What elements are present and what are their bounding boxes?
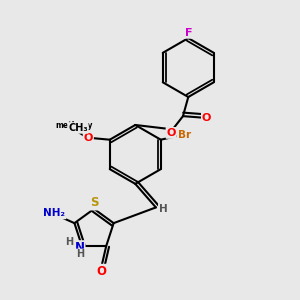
Text: H: H bbox=[159, 204, 168, 214]
Text: methoxy: methoxy bbox=[56, 121, 93, 130]
Text: H: H bbox=[76, 249, 85, 260]
Text: O: O bbox=[97, 265, 107, 278]
Text: Br: Br bbox=[178, 130, 191, 140]
Text: CH₃: CH₃ bbox=[68, 123, 88, 133]
Text: H: H bbox=[65, 237, 74, 247]
Text: O: O bbox=[202, 112, 211, 123]
Text: N: N bbox=[75, 241, 85, 254]
Text: F: F bbox=[184, 28, 192, 38]
Text: O: O bbox=[167, 128, 176, 138]
Text: S: S bbox=[90, 196, 99, 209]
Text: O: O bbox=[84, 133, 93, 142]
Text: NH₂: NH₂ bbox=[44, 208, 65, 218]
